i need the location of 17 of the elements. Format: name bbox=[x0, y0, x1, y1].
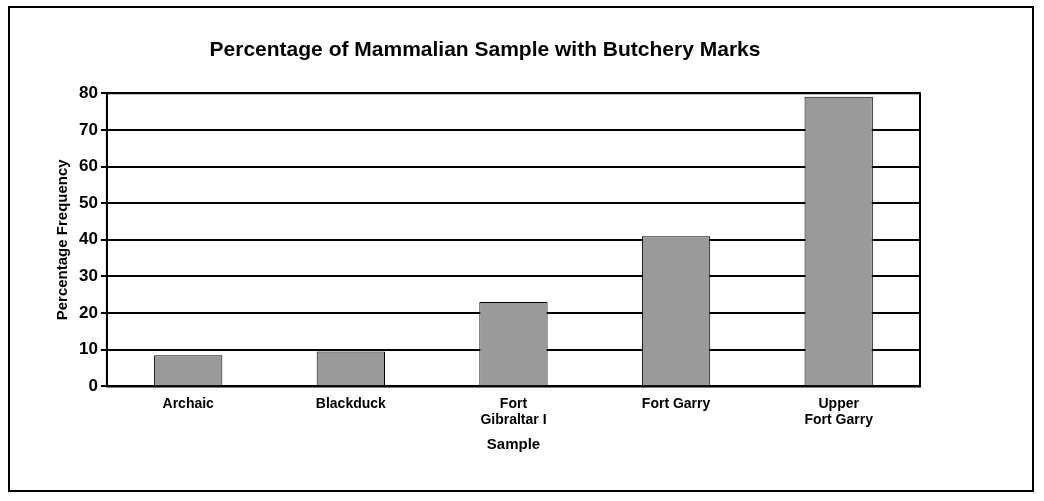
y-tick-label: 10 bbox=[78, 339, 98, 359]
y-tick-label: 40 bbox=[78, 229, 98, 249]
y-tick-label: 60 bbox=[78, 156, 98, 176]
y-axis-title: Percentage Frequency bbox=[53, 158, 71, 321]
x-tick-label: Blackduck bbox=[315, 394, 387, 411]
y-tick-label: 50 bbox=[78, 192, 98, 212]
x-tick-label: Fort Garry bbox=[641, 394, 711, 411]
y-tick-label: 20 bbox=[78, 302, 98, 322]
y-tick-label: 30 bbox=[78, 266, 98, 286]
x-tick-label: Fort Gibraltar I bbox=[480, 394, 547, 428]
chart-title: Percentage of Mammalian Sample with Butchery Marks bbox=[209, 37, 761, 61]
x-tick-label: Upper Fort Garry bbox=[804, 394, 874, 428]
y-tick-label: 0 bbox=[88, 376, 98, 396]
x-tick-label: Archaic bbox=[162, 394, 215, 411]
y-tick-label: 70 bbox=[78, 119, 98, 139]
x-axis-title: Sample bbox=[486, 435, 541, 453]
y-tick-label: 80 bbox=[78, 82, 98, 102]
